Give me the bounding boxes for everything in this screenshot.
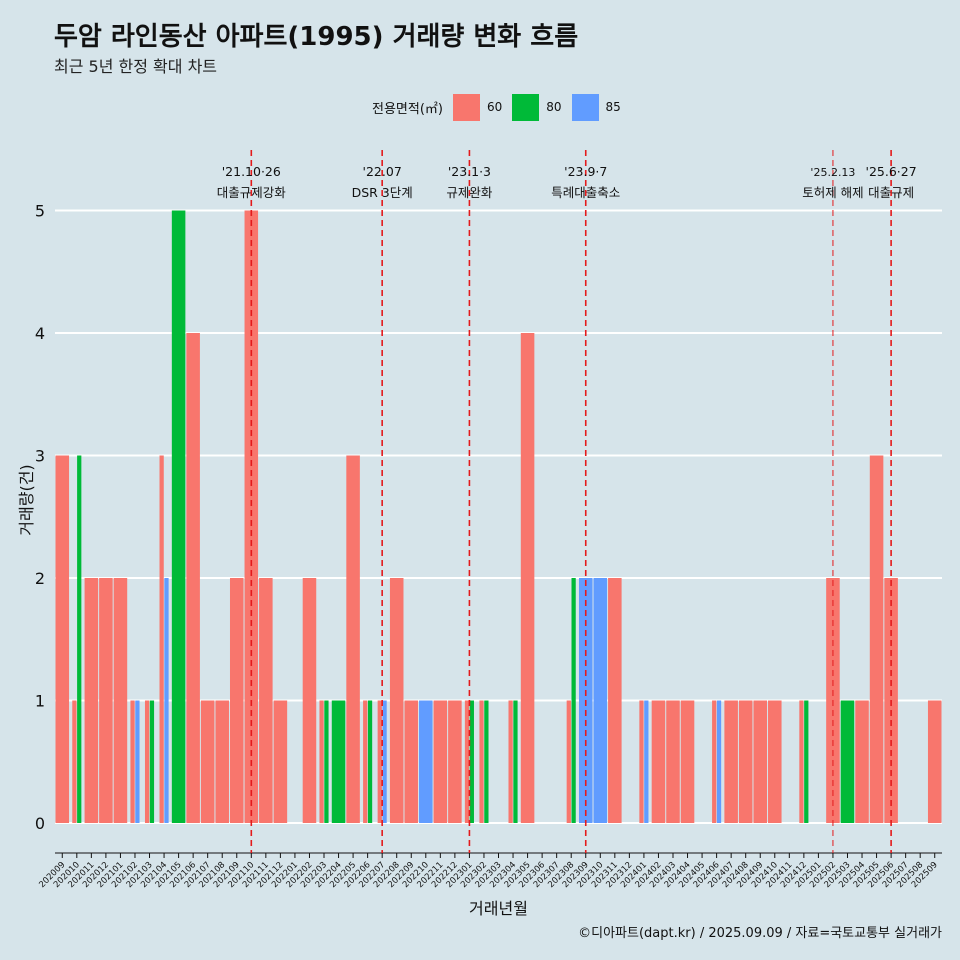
bar-202302-60 [479, 700, 484, 823]
legend-title: 전용면적(㎡) [372, 101, 443, 117]
bar-202311-60 [608, 578, 622, 823]
bar-202206-60 [363, 700, 368, 823]
bar-202310-85 [593, 578, 608, 823]
bar-202012-60 [99, 578, 113, 823]
bar-202406-60 [712, 700, 717, 823]
bar-202412-60 [799, 700, 804, 823]
bar-202304-80 [513, 700, 518, 823]
source-caption: ©디아파트(dapt.kr) / 2025.09.09 / 자료=국토교통부 실… [578, 926, 942, 941]
legend-label-60: 60 [486, 100, 503, 114]
bar-202011-60 [84, 578, 99, 823]
bar-202105-80 [171, 210, 186, 823]
event-label-202506: 대출규제 [868, 185, 914, 200]
chart-title: 두암 라인동산 아파트(1995) 거래량 변화 흐름 [54, 22, 579, 52]
bar-202208-60 [389, 578, 404, 823]
bar-202402-60 [651, 700, 666, 823]
bar-202101-60 [113, 578, 128, 823]
bar-202102-85 [135, 700, 140, 823]
bar-202409-60 [753, 700, 768, 823]
event-label-202110: 대출규제강화 [217, 185, 287, 200]
bar-202102-60 [130, 700, 135, 823]
bar-202103-80 [149, 700, 155, 823]
bar-202505-60 [869, 455, 884, 823]
bar-202301-80 [469, 700, 474, 823]
bar-202401-85 [644, 700, 649, 823]
bar-202410-60 [768, 700, 782, 823]
bar-202204-80 [331, 700, 346, 823]
bar-202305-60 [520, 333, 535, 823]
bar-202503-80 [840, 700, 855, 823]
bar-202412-80 [804, 700, 809, 823]
legend-item-85: 85 [571, 93, 621, 121]
bar-202109-60 [229, 578, 244, 823]
bar-202010-80 [77, 455, 82, 823]
legend-swatch-60 [452, 93, 480, 121]
bar-202209-60 [404, 700, 419, 823]
bar-202106-60 [186, 333, 200, 823]
bar-202308-60 [566, 700, 571, 823]
event-label-202207: DSR 3단계 [352, 185, 413, 200]
bar-202205-60 [346, 455, 360, 823]
bar-202406-85 [716, 700, 722, 823]
bar-202403-60 [666, 700, 680, 823]
bar-202206-80 [367, 700, 373, 823]
bar-202203-60 [319, 700, 324, 823]
legend-label-85: 85 [605, 100, 621, 114]
event-date-202207: '22.07 [363, 164, 402, 179]
bar-202107-60 [200, 700, 215, 823]
event-date-202301: '23.1·3 [448, 164, 491, 179]
y-tick-label-1: 1 [35, 692, 45, 711]
bar-202112-60 [273, 700, 288, 823]
y-tick-label-4: 4 [35, 324, 45, 343]
bar-202207-85 [382, 700, 387, 823]
bar-202308-80 [571, 578, 576, 823]
bar-202304-60 [508, 700, 513, 823]
bar-202009-60 [55, 455, 70, 823]
bar-202504-60 [855, 700, 869, 823]
bar-202010-60 [72, 700, 77, 823]
legend-item-80: 80 [512, 93, 562, 121]
bar-202509-60 [927, 700, 942, 823]
bar-202407-60 [724, 700, 738, 823]
legend-swatch-80 [512, 93, 540, 121]
bar-202104-85 [164, 578, 169, 823]
bar-202301-60 [464, 700, 470, 823]
legend-label-80: 80 [546, 100, 562, 114]
event-label-202301: 규제완화 [446, 185, 493, 200]
event-date-202506: '25.6·27 [866, 164, 917, 179]
bar-202404-60 [680, 700, 695, 823]
bar-202207-60 [377, 700, 382, 823]
bar-202202-60 [302, 578, 317, 823]
y-tick-label-2: 2 [35, 569, 45, 588]
x-axis-label: 거래년월 [469, 899, 528, 918]
legend-item-60: 60 [452, 93, 503, 121]
bar-202203-80 [324, 700, 329, 823]
bar-202110-60 [244, 210, 259, 823]
bar-202211-60 [433, 700, 448, 823]
bar-202108-60 [215, 700, 229, 823]
chart-subtitle: 최근 5년 한정 확대 차트 [54, 57, 218, 76]
y-axis-label: 거래량(건) [17, 464, 36, 535]
bar-202111-60 [259, 578, 273, 823]
y-tick-label-3: 3 [35, 447, 45, 466]
bar-202103-60 [144, 700, 150, 823]
bar-202210-85 [419, 700, 433, 823]
legend: 전용면적(㎡) 60 80 85 [372, 93, 631, 121]
bar-202401-60 [639, 700, 644, 823]
event-date-202309: '23.9·7 [564, 164, 607, 179]
bar-202408-60 [738, 700, 753, 823]
event-date-202502: '25.2.13 [810, 166, 855, 179]
event-date-202110: '21.10·26 [222, 164, 281, 179]
y-tick-label-0: 0 [35, 814, 45, 833]
bar-202104-60 [159, 455, 164, 823]
legend-swatch-85 [571, 93, 599, 121]
event-label-202502: 토허제 해제 [802, 185, 863, 200]
event-label-202309: 특례대출축소 [551, 185, 620, 200]
bar-202302-80 [484, 700, 489, 823]
bar-202212-60 [448, 700, 462, 823]
y-tick-label-5: 5 [35, 202, 45, 221]
